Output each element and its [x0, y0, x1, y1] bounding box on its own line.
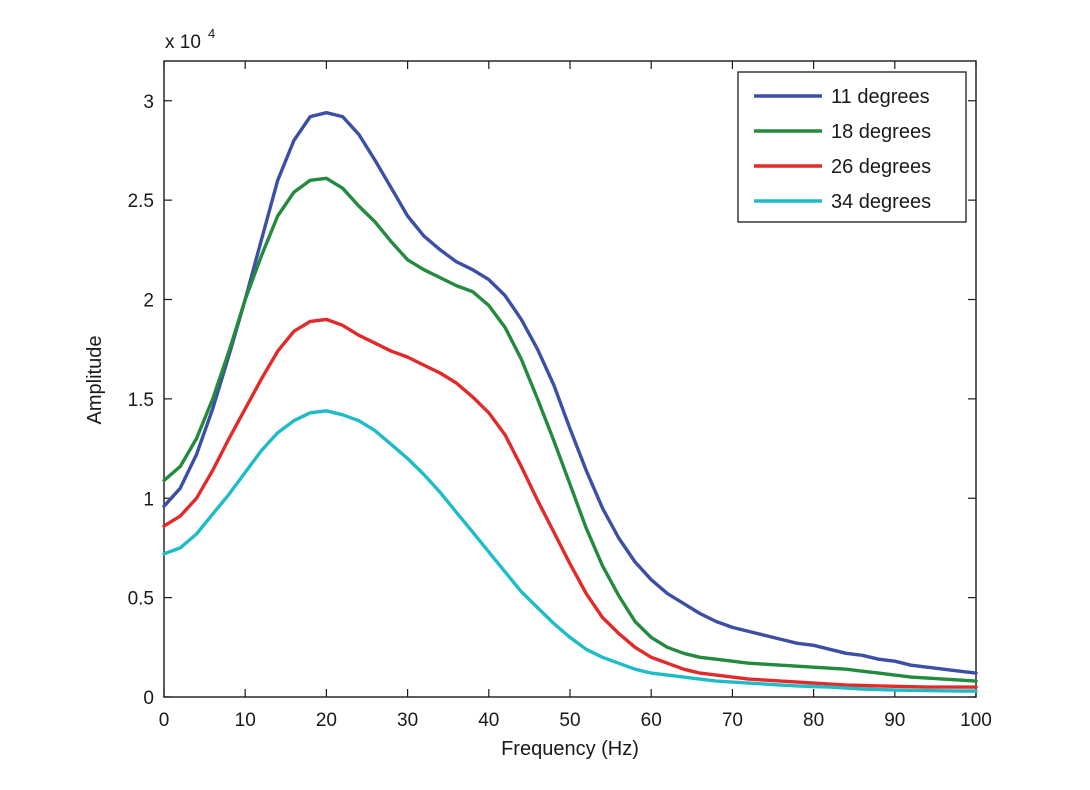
x-tick-label: 20 — [316, 710, 337, 731]
legend-entries: 11 degrees 18 degrees 26 degrees 34 degrees — [754, 86, 931, 213]
series-line-34-degrees — [162, 409, 978, 693]
x-tick-label: 80 — [803, 710, 824, 731]
series-line-26-degrees — [162, 317, 978, 689]
x-tick-label: 10 — [235, 710, 256, 731]
x-tick-label: 30 — [397, 710, 418, 731]
y-tick-label: 1 — [143, 489, 154, 510]
x-axis-ticks: 0 10 20 30 40 50 60 70 80 90 100 — [159, 61, 992, 731]
y-axis-title: Amplitude — [84, 336, 106, 425]
x-tick-label: 50 — [559, 710, 580, 731]
y-multiplier-label: x 10 — [165, 32, 201, 53]
x-axis-title: Frequency (Hz) — [501, 738, 639, 760]
legend-label-18-degrees: 18 degrees — [831, 121, 931, 143]
x-tick-label: 0 — [159, 710, 170, 731]
series-line-11-degrees — [162, 110, 978, 675]
y-tick-label: 2 — [143, 291, 154, 312]
legend-label-34-degrees: 34 degrees — [831, 191, 931, 213]
x-tick-label: 100 — [960, 710, 992, 731]
y-tick-label: 3 — [143, 92, 154, 113]
series-line-18-degrees — [162, 176, 978, 683]
legend-label-11-degrees: 11 degrees — [831, 86, 930, 108]
y-multiplier-exponent: 4 — [208, 26, 215, 41]
x-tick-label: 60 — [641, 710, 662, 731]
x-tick-label: 70 — [722, 710, 743, 731]
y-tick-label: 0 — [143, 688, 154, 709]
y-tick-label: 0.5 — [128, 589, 154, 610]
y-tick-label: 2.5 — [128, 191, 154, 212]
x-tick-label: 40 — [478, 710, 499, 731]
y-tick-label: 1.5 — [128, 390, 154, 411]
series-layer — [162, 110, 978, 693]
y-axis-ticks: 0 0.5 1 1.5 2 2.5 3 — [128, 92, 976, 709]
x-tick-label: 90 — [884, 710, 905, 731]
legend-label-26-degrees: 26 degrees — [831, 156, 931, 178]
legend: 11 degrees 18 degrees 26 degrees 34 degrees — [737, 71, 967, 223]
